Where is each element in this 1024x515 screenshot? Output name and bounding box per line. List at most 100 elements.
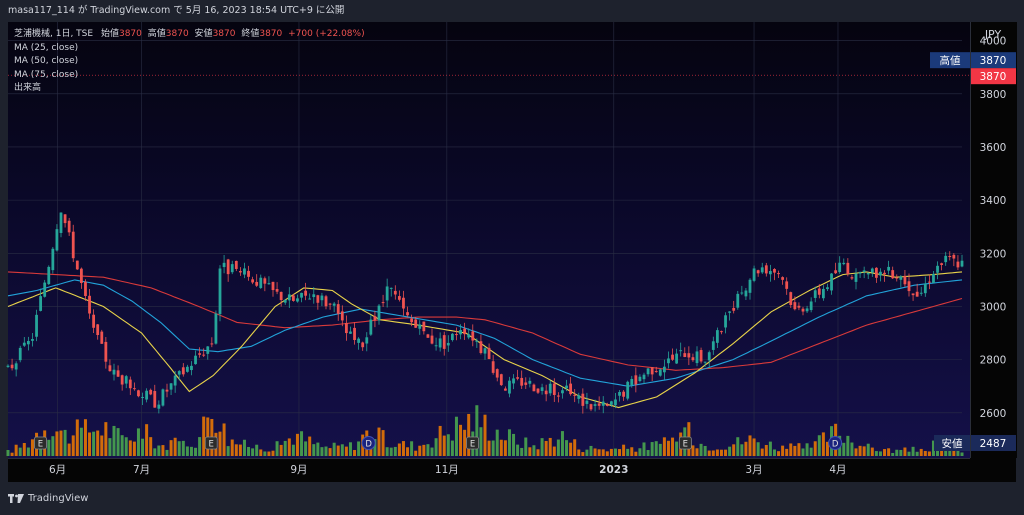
candle-body	[923, 283, 927, 294]
last-price-badge	[971, 68, 1016, 85]
candle-body	[597, 403, 601, 406]
candle-body	[210, 343, 214, 345]
volume-bar	[870, 447, 874, 456]
candle-body	[842, 262, 846, 265]
volume-bar	[577, 449, 581, 456]
publish-header: masa117_114 が TradingView.com で 5月 16, 2…	[0, 0, 1024, 22]
volume-bar	[83, 419, 87, 456]
candle-body	[430, 335, 434, 344]
candle-body	[650, 367, 654, 375]
candle-body	[695, 351, 699, 364]
candle-body	[332, 303, 336, 306]
candle-body	[899, 276, 903, 280]
candle-body	[296, 298, 299, 302]
volume-bar	[503, 440, 507, 456]
candle-body	[222, 262, 226, 268]
candle-body	[508, 380, 511, 394]
candle-body	[169, 383, 173, 390]
volume-bar	[450, 440, 454, 456]
volume-bar	[51, 436, 55, 456]
candle-body	[919, 292, 923, 294]
candle-body	[381, 302, 385, 304]
candle-body	[361, 342, 365, 348]
candle-body	[349, 331, 352, 334]
candle-body	[789, 292, 793, 305]
candle-body	[218, 268, 222, 315]
tradingview-logo[interactable]: TradingView	[8, 493, 88, 504]
candle-body	[626, 381, 630, 399]
volume-bar	[748, 435, 752, 456]
volume-bar	[919, 448, 923, 456]
volume-bar	[108, 438, 112, 456]
candle-body	[817, 288, 821, 295]
volume-bar	[161, 445, 165, 456]
volume-bar	[438, 425, 442, 456]
earnings-marker[interactable]: E	[34, 436, 47, 450]
candle-body	[944, 255, 948, 263]
price-tick-label: 2800	[980, 355, 1007, 367]
volume-bar	[47, 439, 51, 456]
volume-bar	[348, 442, 352, 456]
volume-bar	[899, 449, 903, 456]
candle-body	[927, 281, 931, 283]
candle-body	[287, 294, 291, 301]
volume-bar	[59, 430, 63, 456]
earnings-marker[interactable]: E	[678, 436, 692, 450]
candle-body	[870, 268, 874, 273]
legend-ma50[interactable]: MA (50, close)	[14, 56, 79, 66]
symbol-name[interactable]: 芝浦機械, 1日, TSE	[14, 29, 94, 39]
candle-body	[185, 366, 189, 372]
volume-bar	[952, 450, 956, 456]
legend-ma75[interactable]: MA (75, close)	[14, 69, 79, 80]
volume-bar	[377, 427, 381, 456]
candle-body	[471, 331, 475, 341]
event-marker-label: D	[365, 440, 372, 450]
time-axis[interactable]	[8, 458, 970, 483]
candle-body	[499, 374, 503, 386]
volume-bar	[903, 447, 907, 456]
earnings-marker[interactable]: E	[204, 436, 218, 450]
currency-label: JPY	[984, 28, 1002, 41]
volume-bar	[479, 427, 483, 456]
volume-bar	[618, 449, 622, 456]
chart-legend: 芝浦機械, 1日, TSE 始値3870 高値3870 安値3870 終値387…	[14, 28, 365, 96]
volume-bar	[671, 437, 675, 456]
candle-body	[14, 363, 18, 370]
candle-body	[520, 377, 524, 386]
candle-body	[614, 399, 617, 406]
volume-bar	[821, 432, 825, 456]
candle-body	[683, 353, 687, 358]
volume-bar	[149, 437, 153, 456]
candle-body	[116, 370, 120, 377]
volume-bar	[793, 445, 797, 456]
volume-bar	[638, 448, 642, 456]
candle-body	[479, 341, 483, 354]
legend-volume[interactable]: 出来高	[14, 83, 42, 93]
price-tick-label: 4000	[980, 36, 1007, 48]
volume-bar	[194, 447, 198, 456]
volume-bar	[96, 430, 100, 456]
candle-body	[108, 365, 112, 372]
dividend-marker[interactable]: D	[828, 436, 843, 450]
volume-bar	[173, 437, 177, 456]
candle-body	[104, 341, 108, 362]
volume-bar	[777, 451, 781, 456]
candle-body	[63, 214, 67, 224]
volume-bar	[613, 448, 617, 456]
volume-bar	[30, 439, 34, 456]
earnings-marker[interactable]: E	[466, 436, 479, 450]
candle-body	[581, 393, 585, 406]
candle-body	[777, 273, 780, 275]
chart-pane[interactable]	[8, 22, 970, 458]
volume-bar	[675, 441, 679, 456]
volume-bar	[858, 445, 862, 456]
legend-ma25[interactable]: MA (25, close)	[14, 42, 79, 53]
event-marker-label: E	[470, 440, 475, 450]
volume-bar	[520, 447, 524, 456]
volume-value-badge	[971, 435, 1016, 451]
dividend-marker[interactable]: D	[361, 436, 376, 450]
volume-bar	[768, 441, 772, 456]
legend-symbol-row[interactable]: 芝浦機械, 1日, TSE 始値3870 高値3870 安値3870 終値387…	[14, 28, 365, 42]
price-axis[interactable]	[970, 22, 1017, 458]
